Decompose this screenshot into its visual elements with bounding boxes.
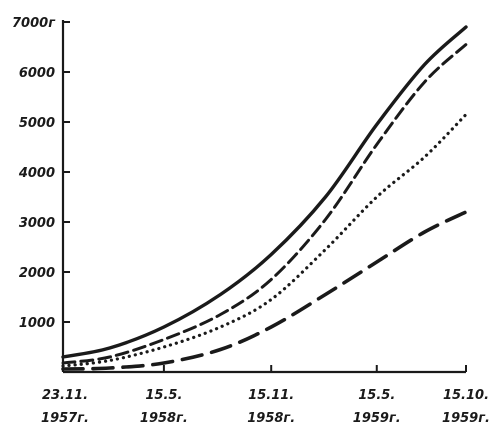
- x-tick-label-date: 15.5.: [145, 388, 182, 403]
- series-line-dotted: [61, 112, 468, 368]
- series-line-solid: [61, 25, 468, 359]
- series-line-long-dashed: [61, 210, 468, 371]
- x-tick-label-year: 1957г.: [41, 411, 89, 426]
- axes: [61, 20, 466, 374]
- series-line-dashed: [61, 43, 468, 365]
- y-axis-ticks: 1000 2000 3000 4000 5000 6000 7000г: [12, 16, 70, 331]
- series-group: [61, 25, 468, 371]
- x-tick-label-year: 1958г.: [140, 411, 188, 426]
- y-tick-label: 5000: [19, 116, 55, 131]
- y-tick-label: 7000г: [12, 16, 56, 31]
- x-tick-label-year: 1959г.: [442, 411, 490, 426]
- y-tick-label: 2000: [19, 266, 55, 281]
- x-tick-label-year: 1958г.: [247, 411, 295, 426]
- y-tick-label: 4000: [18, 166, 55, 181]
- y-tick-label: 6000: [19, 66, 55, 81]
- x-tick-label-year: 1959г.: [353, 411, 401, 426]
- x-axis-ticks: 23.11. 1957г. 15.5. 1958г. 15.11. 1958г. 15.5.…: [41, 365, 490, 426]
- y-tick-label: 1000: [19, 316, 55, 331]
- y-tick-label: 3000: [19, 216, 55, 231]
- x-tick-label-date: 23.11.: [42, 388, 88, 403]
- x-tick-label-date: 15.10.: [443, 388, 489, 403]
- x-tick-label-date: 15.5.: [358, 388, 395, 403]
- x-tick-label-date: 15.11.: [248, 388, 294, 403]
